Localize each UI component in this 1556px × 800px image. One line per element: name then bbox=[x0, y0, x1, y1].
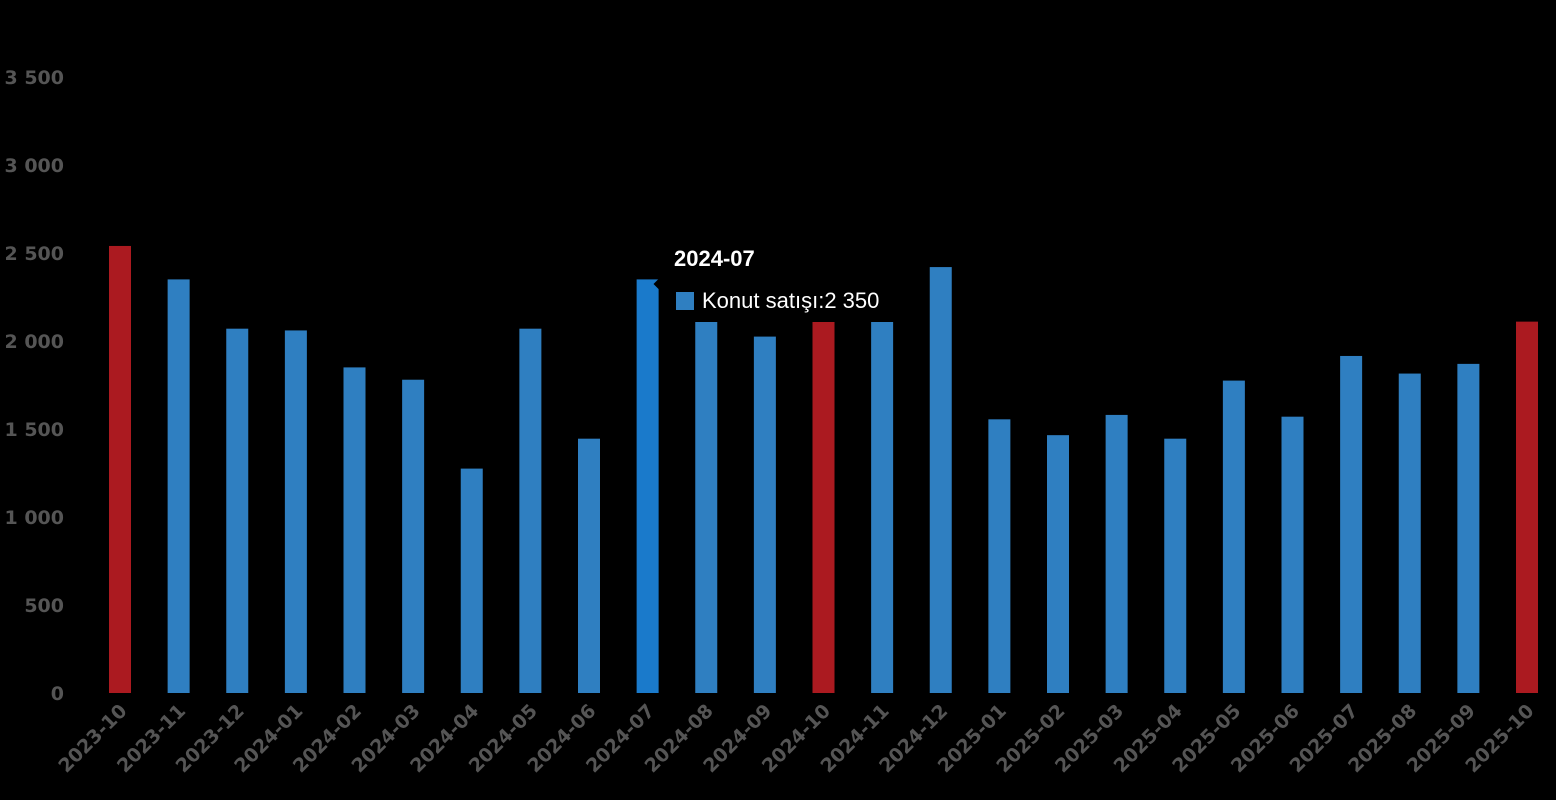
bar-2025-09[interactable] bbox=[1457, 363, 1480, 693]
bar-2023-12[interactable] bbox=[226, 328, 249, 693]
bar-2024-09[interactable] bbox=[753, 336, 776, 693]
bar-2023-11[interactable] bbox=[167, 279, 190, 693]
bar-2025-02[interactable] bbox=[1047, 435, 1069, 693]
tooltip-separator: : bbox=[818, 288, 825, 313]
bar-2025-03[interactable] bbox=[1105, 414, 1128, 693]
y-tick-label: 3 000 bbox=[5, 155, 65, 177]
tooltip-row: Konut satışı: 2 350 bbox=[676, 288, 879, 314]
y-tick-label: 1 500 bbox=[5, 419, 65, 441]
y-tick-label: 0 bbox=[51, 683, 64, 705]
bar-2025-01[interactable] bbox=[988, 419, 1011, 693]
tooltip-series-swatch bbox=[676, 292, 694, 310]
bar-2025-10[interactable] bbox=[1516, 321, 1538, 693]
bar-2025-04[interactable] bbox=[1164, 438, 1187, 693]
bar-2025-08[interactable] bbox=[1398, 373, 1421, 693]
y-tick-label: 2 000 bbox=[5, 331, 65, 353]
bar-2023-10[interactable] bbox=[109, 245, 131, 693]
bar-2024-07[interactable] bbox=[636, 279, 659, 693]
bar-2024-02[interactable] bbox=[343, 367, 366, 693]
chart-tooltip: 2024-07 Konut satışı: 2 350 bbox=[653, 236, 918, 322]
y-tick-label: 500 bbox=[24, 595, 64, 617]
bar-2024-12[interactable] bbox=[929, 267, 952, 693]
bar-2024-05[interactable] bbox=[519, 328, 542, 693]
bar-2025-07[interactable] bbox=[1340, 355, 1363, 693]
bar-2025-06[interactable] bbox=[1281, 416, 1304, 693]
bar-2025-05[interactable] bbox=[1222, 380, 1245, 693]
bar-2024-04[interactable] bbox=[460, 468, 483, 693]
bar-2024-11[interactable] bbox=[871, 316, 894, 693]
bar-2024-08[interactable] bbox=[695, 305, 718, 693]
tooltip-value: 2 350 bbox=[824, 288, 880, 313]
tooltip-title: 2024-07 bbox=[674, 246, 755, 271]
bar-2024-01[interactable] bbox=[284, 330, 307, 693]
bar-2024-10[interactable] bbox=[812, 319, 835, 693]
bar-2024-03[interactable] bbox=[402, 379, 425, 693]
y-tick-label: 3 500 bbox=[5, 67, 65, 89]
y-tick-label: 1 000 bbox=[5, 507, 65, 529]
bar-2024-06[interactable] bbox=[578, 438, 600, 693]
y-tick-label: 2 500 bbox=[5, 243, 65, 265]
tooltip-series-label: Konut satışı bbox=[702, 288, 819, 313]
